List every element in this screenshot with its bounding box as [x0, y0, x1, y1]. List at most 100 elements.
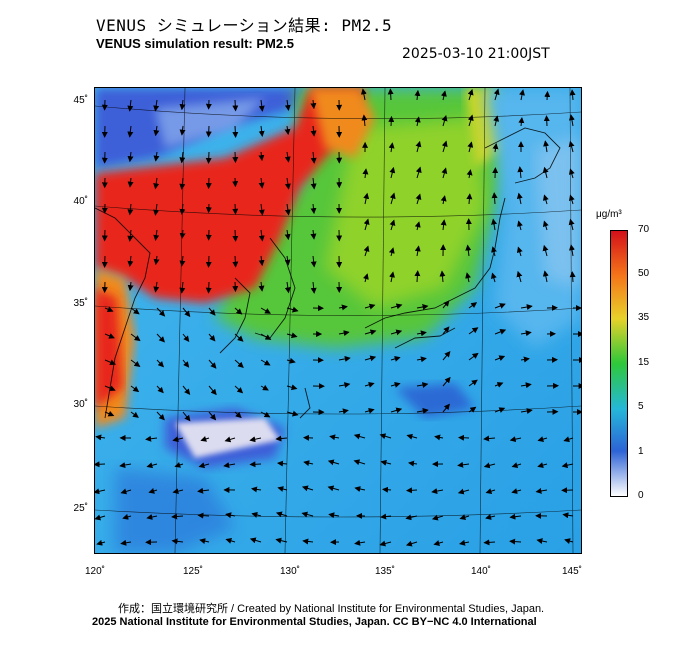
- wind-arrow: [363, 273, 369, 283]
- wind-arrow: [380, 459, 392, 466]
- wind-arrow: [120, 488, 132, 495]
- lon-label-145: 145˚: [561, 566, 582, 577]
- wind-arrow: [416, 330, 427, 337]
- wind-arrow: [517, 220, 523, 231]
- wind-arrow: [509, 513, 522, 520]
- wind-arrow: [119, 462, 132, 468]
- wind-arrow: [440, 195, 447, 205]
- wind-arrow: [127, 99, 134, 112]
- wind-arrow: [535, 487, 548, 494]
- colorbar-tick-35: 35: [638, 312, 650, 323]
- wind-arrow: [277, 486, 288, 492]
- timestamp: 2025-03-10 21:00JST: [402, 46, 550, 62]
- wind-arrow: [275, 435, 288, 442]
- colorbar-tick-70: 70: [638, 224, 650, 235]
- wind-vectors: [95, 88, 581, 547]
- region-clean-southwest: [115, 468, 235, 553]
- wind-arrow: [104, 410, 115, 417]
- wind-arrow: [338, 355, 351, 362]
- wind-arrow: [286, 384, 298, 391]
- wind-arrow: [258, 229, 265, 242]
- wind-arrow: [153, 125, 160, 137]
- wind-arrow: [104, 359, 117, 366]
- wind-arrow: [485, 488, 496, 495]
- colorbar-tick-0: 0: [638, 490, 644, 501]
- wind-arrow: [127, 255, 134, 267]
- colorbar-gradient: [611, 231, 627, 496]
- wind-arrow: [354, 486, 366, 492]
- wind-arrow: [459, 539, 470, 546]
- wind-arrow: [491, 246, 497, 257]
- wind-arrow: [494, 407, 506, 413]
- wind-arrow: [122, 513, 132, 520]
- wind-arrow: [208, 333, 216, 342]
- wind-arrow: [382, 486, 392, 493]
- wind-arrow: [441, 114, 448, 127]
- wind-arrow: [182, 307, 191, 318]
- wind-arrow: [490, 272, 497, 283]
- wind-arrow: [182, 385, 191, 395]
- wind-arrow: [179, 229, 186, 240]
- wind-arrow: [127, 177, 134, 188]
- wind-arrow: [520, 382, 532, 389]
- wind-arrow: [200, 436, 210, 442]
- wind-arrow: [354, 539, 366, 546]
- wind-arrow: [260, 384, 269, 391]
- wind-arrow: [431, 514, 444, 521]
- wind-arrow: [416, 304, 429, 310]
- wind-arrow: [205, 255, 212, 268]
- wind-arrow: [327, 459, 340, 466]
- wind-arrow: [441, 140, 448, 153]
- wind-arrow: [249, 436, 262, 443]
- wind-arrow: [310, 177, 317, 190]
- wind-arrow: [509, 436, 522, 443]
- wind-arrow: [466, 169, 473, 179]
- wind-arrow: [440, 90, 447, 101]
- wind-arrow: [466, 193, 473, 205]
- wind-arrow: [520, 408, 533, 414]
- wind-arrow: [146, 514, 158, 520]
- wind-arrow: [520, 330, 532, 337]
- wind-arrow: [197, 487, 210, 494]
- wind-arrow: [120, 539, 132, 546]
- wind-arrow: [310, 255, 317, 268]
- wind-arrow: [179, 281, 186, 294]
- wind-arrow: [251, 486, 262, 493]
- wind-arrow: [468, 406, 477, 413]
- wind-arrow: [234, 359, 244, 368]
- wind-arrow: [483, 462, 496, 469]
- wind-arrow: [179, 99, 186, 111]
- wind-arrow: [258, 203, 265, 216]
- wind-arrow: [148, 487, 158, 494]
- wind-arrow: [569, 271, 576, 283]
- wind-arrow: [225, 537, 236, 544]
- wind-arrow: [518, 117, 525, 127]
- wind-arrow: [284, 99, 291, 111]
- wind-arrow: [467, 114, 474, 127]
- wind-arrow: [389, 192, 396, 205]
- wind-arrow: [416, 382, 429, 388]
- wind-arrow: [277, 460, 288, 467]
- wind-arrow: [303, 460, 314, 467]
- wind-arrow: [127, 125, 134, 138]
- wind-arrow: [353, 459, 366, 466]
- wind-arrow: [174, 462, 184, 468]
- wind-arrow: [511, 488, 522, 494]
- wind-arrow: [329, 434, 340, 441]
- wind-arrow: [364, 407, 375, 414]
- wind-arrow: [284, 177, 291, 190]
- wind-arrow: [205, 125, 212, 138]
- wind-arrow: [491, 192, 498, 205]
- wind-arrow: [249, 461, 262, 468]
- wind-arrow: [260, 411, 271, 418]
- wind-arrow: [172, 436, 184, 443]
- wind-arrow: [379, 433, 392, 440]
- wind-arrow: [199, 538, 210, 545]
- wind-arrow: [338, 408, 349, 415]
- lon-label-120: 120˚: [84, 566, 105, 577]
- colorbar-tick-5: 5: [638, 401, 644, 412]
- wind-arrow: [537, 436, 548, 442]
- wind-arrow: [483, 539, 496, 546]
- wind-arrow: [234, 333, 244, 342]
- wind-arrow: [286, 306, 299, 313]
